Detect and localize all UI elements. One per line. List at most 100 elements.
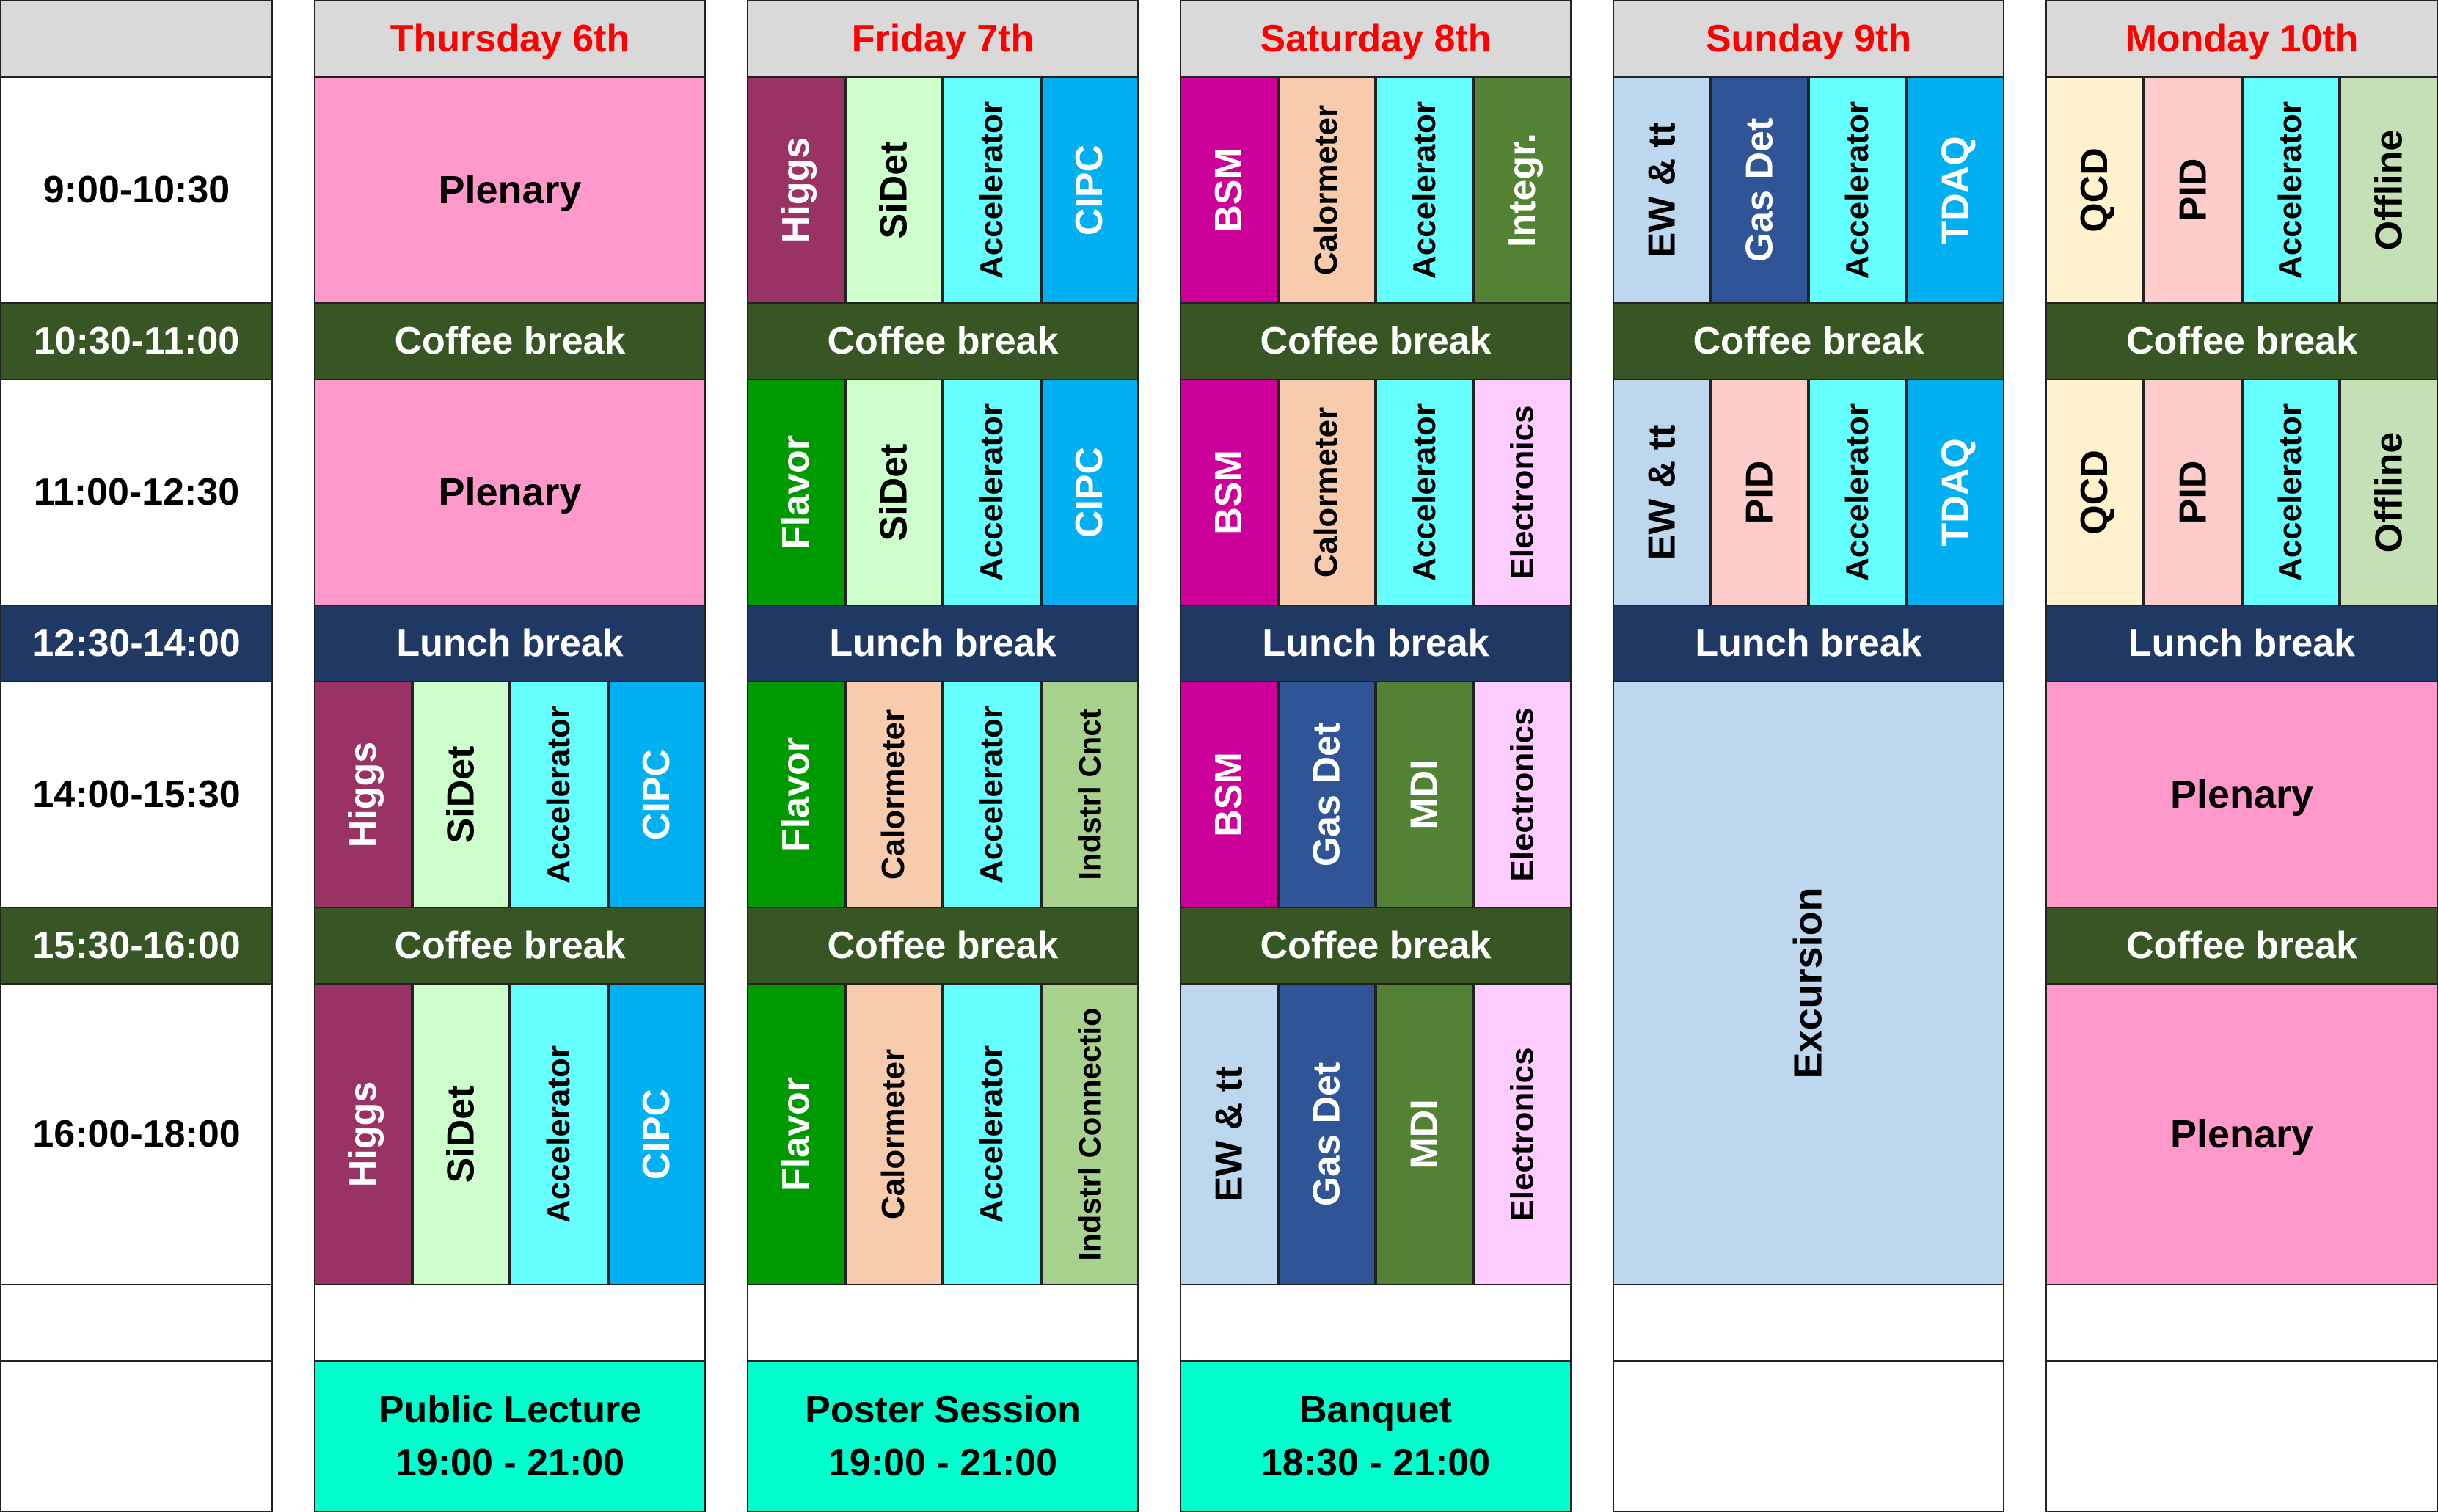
session-label: Electronics: [1504, 405, 1541, 580]
session-bsm[interactable]: BSM: [1180, 379, 1278, 606]
lunch-break: Lunch break: [1180, 605, 1572, 682]
session-qcd[interactable]: QCD: [2045, 379, 2144, 606]
coffee-break: Coffee break: [747, 302, 1139, 380]
evening-event[interactable]: Public Lecture 19:00 - 21:00: [314, 1360, 706, 1512]
session-electronics[interactable]: Electronics: [1474, 983, 1572, 1285]
day-header: Sunday 9th: [1613, 0, 2004, 78]
time-slot-label: 14:00-15:30: [0, 681, 273, 908]
session-flavor[interactable]: Flavor: [747, 983, 845, 1285]
session-accelerator[interactable]: Accelerator: [1809, 76, 1907, 304]
session-label: Offline: [2368, 129, 2411, 251]
session-accelerator[interactable]: Accelerator: [1376, 379, 1474, 606]
time-empty-cell: [0, 1360, 273, 1512]
session-label: BSM: [1208, 147, 1250, 233]
empty-cell: [1180, 1284, 1572, 1362]
session-calormeter[interactable]: Calormeter: [845, 983, 943, 1285]
excursion-label: Excursion: [1786, 887, 1831, 1079]
session-label: Accelerator: [2272, 403, 2309, 582]
session-indstrl-connectio[interactable]: Indstrl Connectio: [1041, 983, 1139, 1285]
session-calormeter[interactable]: Calormeter: [845, 681, 943, 908]
session-accelerator[interactable]: Accelerator: [943, 983, 1041, 1285]
session-label: Accelerator: [541, 705, 577, 884]
session-tdaq[interactable]: TDAQ: [1907, 76, 2004, 304]
session-higgs[interactable]: Higgs: [314, 983, 412, 1285]
session-label: Flavor: [775, 434, 817, 550]
session-accelerator[interactable]: Accelerator: [1809, 379, 1907, 606]
session-label: TDAQ: [1934, 438, 1977, 547]
session-label: Higgs: [342, 741, 385, 848]
evening-event-title: Banquet: [1299, 1388, 1452, 1431]
session-higgs[interactable]: Higgs: [747, 76, 845, 304]
session-accelerator[interactable]: Accelerator: [1376, 76, 1474, 304]
session-label: EW & tt: [1208, 1066, 1250, 1202]
session-cipc[interactable]: CIPC: [608, 983, 706, 1285]
session-label: Accelerator: [1406, 403, 1443, 582]
session-ew-tt[interactable]: EW & tt: [1613, 76, 1711, 304]
plenary-session[interactable]: Plenary: [2045, 983, 2438, 1285]
evening-event[interactable]: Poster Session 19:00 - 21:00: [747, 1360, 1139, 1512]
time-slot-label: 15:30-16:00: [0, 907, 273, 985]
plenary-session[interactable]: Plenary: [314, 76, 706, 304]
empty-cell: [747, 1284, 1139, 1362]
session-label: BSM: [1208, 450, 1250, 535]
empty-cell: [1613, 1284, 2004, 1362]
session-mdi[interactable]: MDI: [1376, 983, 1474, 1285]
session-label: CIPC: [635, 1088, 679, 1180]
time-empty-cell: [0, 1284, 273, 1362]
session-ew-tt[interactable]: EW & tt: [1180, 983, 1278, 1285]
plenary-session[interactable]: Plenary: [314, 379, 706, 606]
session-tdaq[interactable]: TDAQ: [1907, 379, 2004, 606]
session-pid[interactable]: PID: [2144, 379, 2242, 606]
session-accelerator[interactable]: Accelerator: [2242, 76, 2340, 304]
session-pid[interactable]: PID: [1711, 379, 1809, 606]
coffee-break: Coffee break: [2045, 907, 2438, 985]
session-label: CIPC: [1068, 144, 1112, 236]
session-label: Accelerator: [541, 1045, 577, 1224]
session-integr[interactable]: Integr.: [1474, 76, 1572, 304]
session-sidet[interactable]: SiDet: [845, 76, 943, 304]
session-electronics[interactable]: Electronics: [1474, 681, 1572, 908]
session-accelerator[interactable]: Accelerator: [943, 76, 1041, 304]
session-calormeter[interactable]: Calormeter: [1278, 379, 1376, 606]
session-accelerator[interactable]: Accelerator: [2242, 379, 2340, 606]
session-gas-det[interactable]: Gas Det: [1278, 681, 1376, 908]
session-accelerator[interactable]: Accelerator: [943, 681, 1041, 908]
session-bsm[interactable]: BSM: [1180, 681, 1278, 908]
session-label: PID: [1738, 460, 1781, 525]
session-label: Gas Det: [1738, 117, 1781, 263]
session-cipc[interactable]: CIPC: [1041, 76, 1139, 304]
session-electronics[interactable]: Electronics: [1474, 379, 1572, 606]
lunch-break: Lunch break: [1613, 605, 2004, 682]
session-sidet[interactable]: SiDet: [412, 681, 510, 908]
session-label: Higgs: [342, 1081, 385, 1188]
session-offline[interactable]: Offline: [2340, 76, 2438, 304]
evening-event[interactable]: Banquet 18:30 - 21:00: [1180, 1360, 1572, 1512]
session-mdi[interactable]: MDI: [1376, 681, 1474, 908]
session-label: Offline: [2368, 431, 2411, 553]
session-accelerator[interactable]: Accelerator: [943, 379, 1041, 606]
session-qcd[interactable]: QCD: [2045, 76, 2144, 304]
session-label: Accelerator: [974, 403, 1010, 582]
session-sidet[interactable]: SiDet: [412, 983, 510, 1285]
session-offline[interactable]: Offline: [2340, 379, 2438, 606]
excursion-block[interactable]: Excursion: [1613, 681, 2004, 1285]
session-calormeter[interactable]: Calormeter: [1278, 76, 1376, 304]
plenary-session[interactable]: Plenary: [2045, 681, 2438, 908]
session-cipc[interactable]: CIPC: [608, 681, 706, 908]
session-gas-det[interactable]: Gas Det: [1278, 983, 1376, 1285]
empty-cell: [314, 1284, 706, 1362]
session-label: SiDet: [439, 1085, 483, 1183]
session-bsm[interactable]: BSM: [1180, 76, 1278, 304]
session-gas-det[interactable]: Gas Det: [1711, 76, 1809, 304]
session-higgs[interactable]: Higgs: [314, 681, 412, 908]
session-ew-tt[interactable]: EW & tt: [1613, 379, 1711, 606]
session-cipc[interactable]: CIPC: [1041, 379, 1139, 606]
session-accelerator[interactable]: Accelerator: [510, 983, 608, 1285]
session-accelerator[interactable]: Accelerator: [510, 681, 608, 908]
session-sidet[interactable]: SiDet: [845, 379, 943, 606]
session-flavor[interactable]: Flavor: [747, 379, 845, 606]
session-flavor[interactable]: Flavor: [747, 681, 845, 908]
session-indstrl-cnct[interactable]: Indstrl Cnct: [1041, 681, 1139, 908]
session-pid[interactable]: PID: [2144, 76, 2242, 304]
session-label: Electronics: [1504, 1047, 1541, 1221]
